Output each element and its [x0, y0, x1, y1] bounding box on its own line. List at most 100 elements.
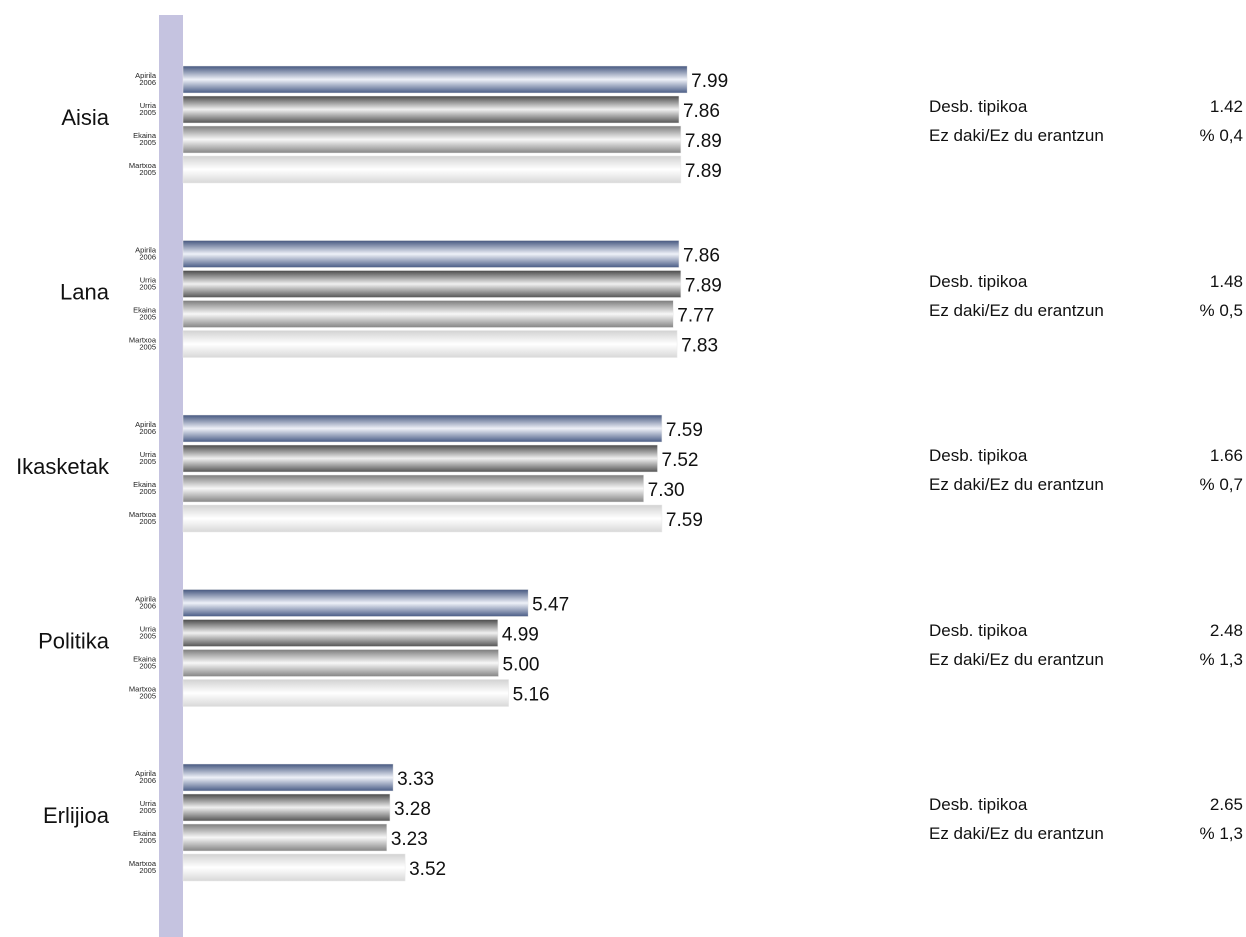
value-label: 7.52 [662, 450, 699, 471]
category-label: Aisia [61, 105, 109, 130]
category-label: Ikasketak [16, 454, 110, 479]
std-dev-label: Desb. tipikoa [929, 271, 1028, 291]
value-label: 7.77 [677, 306, 714, 327]
bar [182, 853, 406, 882]
std-dev-value: 1.48 [1209, 271, 1243, 291]
bar [182, 474, 644, 503]
value-label: 5.47 [532, 595, 569, 616]
category-label: Lana [60, 280, 110, 305]
series-label: 2005 [139, 517, 156, 526]
value-label: 7.86 [683, 246, 720, 267]
bar [182, 65, 688, 94]
series-label: Ekaina [133, 480, 157, 489]
value-label: 5.00 [503, 655, 540, 676]
no-answer-value: % 0,7 [1199, 475, 1243, 494]
value-label: 4.99 [502, 625, 539, 646]
no-answer-label: Ez daki/Ez du erantzun [929, 300, 1104, 320]
bar [182, 823, 388, 852]
no-answer-value: % 0,5 [1199, 300, 1243, 320]
bar [182, 300, 674, 328]
value-label: 3.52 [409, 859, 446, 880]
category-label: Erlijioa [43, 803, 110, 828]
no-answer-value: % 1,3 [1199, 649, 1243, 669]
category-group: Erlijioa3.33Apirila20063.28Urria20053.23… [43, 763, 446, 882]
series-label: Urria [140, 276, 157, 285]
series-label: 2005 [139, 343, 156, 352]
series-label: 2005 [139, 866, 156, 875]
no-answer-label: Ez daki/Ez du erantzun [929, 475, 1104, 494]
std-dev-row: Desb. tipikoa 1.42 [929, 92, 1243, 121]
series-label: Ekaina [133, 655, 157, 664]
series-label: 2006 [139, 776, 156, 785]
bar [182, 763, 394, 792]
series-label: 2005 [139, 487, 156, 496]
std-dev-value: 1.66 [1209, 446, 1243, 465]
series-label: Apirila [135, 71, 157, 80]
std-dev-value: 2.48 [1209, 620, 1243, 640]
axis-band [159, 15, 183, 937]
series-label: 2005 [139, 692, 156, 701]
bar [182, 444, 658, 473]
bar [182, 679, 509, 707]
stats-block: Desb. tipikoa 2.65 Ez daki/Ez du erantzun%… [929, 790, 1243, 848]
no-answer-row: Ez daki/Ez du erantzun % 1,3 [929, 645, 1243, 674]
stats-block: Desb. tipikoa 2.48 Ez daki/Ez du erantzun%… [929, 616, 1243, 674]
series-label: 2005 [139, 108, 156, 117]
value-label: 3.23 [391, 829, 428, 850]
std-dev-row: Desb. tipikoa 2.48 [929, 616, 1243, 645]
stats-block: Desb. tipikoa 1.42 Ez daki/Ez du erantzun%… [929, 92, 1243, 150]
series-label: 2005 [139, 313, 156, 322]
series-label: 2006 [139, 78, 156, 87]
value-label: 7.59 [666, 420, 703, 441]
series-label: 2005 [139, 662, 156, 671]
series-label: Martxoa [129, 859, 157, 868]
series-label: 2005 [139, 138, 156, 147]
bar [182, 589, 529, 617]
value-label: 5.16 [513, 685, 550, 706]
std-dev-row: Desb. tipikoa 1.48 [929, 267, 1243, 296]
series-label: Urria [140, 450, 157, 459]
std-dev-value: 1.42 [1209, 97, 1243, 116]
bar [182, 649, 499, 677]
no-answer-label: Ez daki/Ez du erantzun [929, 126, 1104, 145]
series-label: 2005 [139, 283, 156, 292]
series-label: Martxoa [129, 510, 157, 519]
std-dev-label: Desb. tipikoa [929, 97, 1028, 116]
no-answer-label: Ez daki/Ez du erantzun [929, 824, 1104, 843]
category-group: Lana7.86Apirila20067.89Urria20057.77Ekai… [60, 240, 722, 358]
bar [182, 240, 680, 268]
std-dev-label: Desb. tipikoa [929, 620, 1028, 640]
bar [182, 155, 682, 184]
bar [182, 125, 682, 154]
series-label: 2006 [139, 427, 156, 436]
category-group: Aisia7.99Apirila20067.86Urria20057.89Eka… [61, 65, 728, 184]
series-label: Martxoa [129, 685, 157, 694]
series-label: 2005 [139, 836, 156, 845]
series-label: Apirila [135, 595, 157, 604]
series-label: 2005 [139, 632, 156, 641]
category-group: Ikasketak7.59Apirila20067.52Urria20057.3… [16, 414, 703, 533]
series-label: Martxoa [129, 336, 157, 345]
series-label: 2005 [139, 806, 156, 815]
category-label: Politika [38, 629, 110, 654]
bar [182, 619, 499, 647]
series-label: 2005 [139, 457, 156, 466]
category-group: Politika5.47Apirila20064.99Urria20055.00… [38, 589, 569, 707]
series-label: Apirila [135, 420, 157, 429]
std-dev-value: 2.65 [1209, 795, 1243, 814]
no-answer-row: Ez daki/Ez du erantzun % 0,5 [929, 296, 1243, 325]
value-label: 7.89 [685, 161, 722, 182]
series-label: Urria [140, 799, 157, 808]
std-dev-row: Desb. tipikoa 1.66 [929, 441, 1243, 470]
no-answer-value: % 1,3 [1199, 824, 1243, 843]
value-label: 7.99 [691, 71, 728, 92]
no-answer-row: Ez daki/Ez du erantzun % 1,3 [929, 819, 1243, 848]
series-label: 2005 [139, 168, 156, 177]
no-answer-row: Ez daki/Ez du erantzun % 0,4 [929, 121, 1243, 150]
std-dev-label: Desb. tipikoa [929, 446, 1028, 465]
bar [182, 504, 663, 533]
series-label: Ekaina [133, 306, 157, 315]
value-label: 7.30 [648, 480, 685, 501]
bar [182, 414, 663, 443]
